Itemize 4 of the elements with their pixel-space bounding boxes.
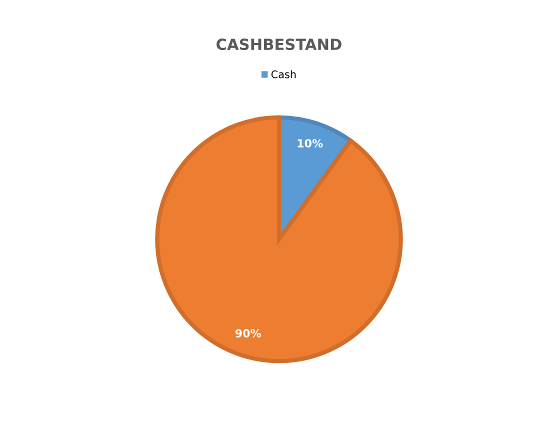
chart-title: CASHBESTAND <box>216 38 342 50</box>
data-label: 90% <box>235 329 262 338</box>
data-label: 10% <box>298 139 323 148</box>
legend-label: Cash <box>271 70 296 78</box>
